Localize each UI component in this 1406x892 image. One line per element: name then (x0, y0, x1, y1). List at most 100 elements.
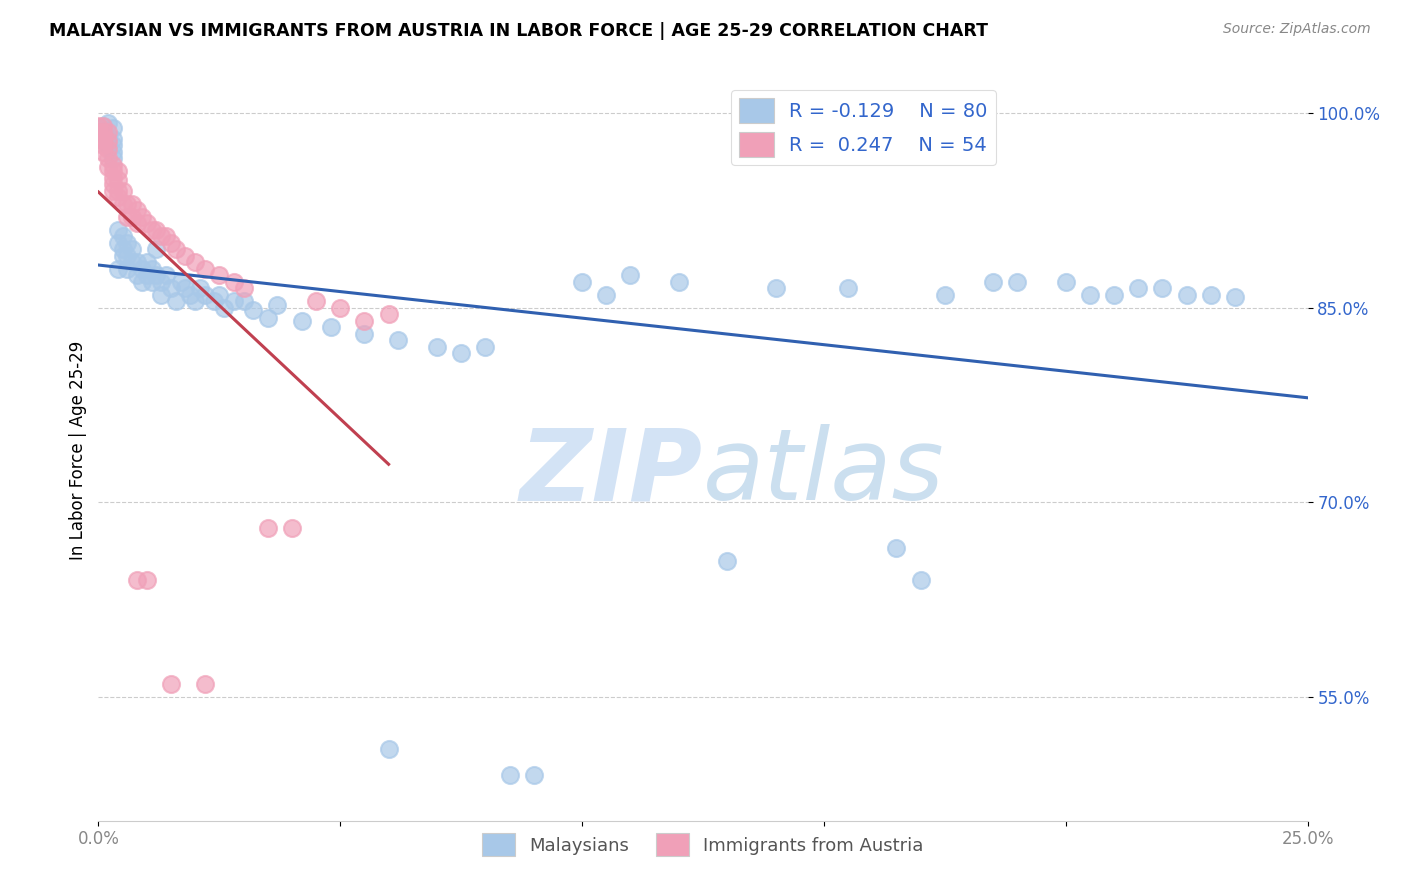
Point (107, 222, 129, 236)
Point (127, 574, 149, 588)
Point (91, 132, 114, 146)
Point (595, 287, 617, 301)
Point (1102, 287, 1125, 301)
Point (117, 210, 139, 224)
Point (97, 142, 120, 156)
Point (131, 261, 153, 276)
Point (135, 216, 157, 230)
Point (208, 287, 231, 301)
Point (160, 677, 183, 691)
Point (256, 521, 278, 535)
Point (91, 145, 114, 159)
Point (101, 158, 124, 172)
Point (101, 121, 124, 136)
Point (194, 677, 217, 691)
Point (111, 184, 134, 198)
Point (377, 307, 399, 321)
Point (426, 340, 449, 354)
Point (107, 184, 129, 198)
Point (305, 294, 328, 309)
Point (571, 275, 593, 289)
Point (174, 249, 197, 263)
Point (91, 125, 114, 139)
Point (97, 132, 120, 146)
Point (117, 196, 139, 211)
Point (97, 161, 120, 175)
Point (101, 177, 124, 191)
Point (184, 294, 207, 309)
Point (523, 768, 546, 782)
Point (150, 287, 173, 301)
Point (232, 281, 254, 295)
Point (101, 138, 124, 153)
Point (222, 275, 245, 289)
Point (150, 229, 173, 244)
Point (111, 242, 134, 256)
Point (101, 184, 124, 198)
Point (107, 261, 129, 276)
Point (668, 275, 690, 289)
Point (474, 340, 496, 354)
Point (212, 301, 235, 315)
Point (117, 249, 139, 263)
Point (97, 138, 120, 153)
Point (169, 275, 191, 289)
Point (1199, 287, 1222, 301)
Point (121, 196, 143, 211)
Point (886, 541, 908, 555)
Point (242, 303, 264, 318)
Text: MALAYSIAN VS IMMIGRANTS FROM AUSTRIA IN LABOR FORCE | AGE 25-29 CORRELATION CHAR: MALAYSIAN VS IMMIGRANTS FROM AUSTRIA IN … (49, 22, 988, 40)
Point (1054, 275, 1077, 289)
Point (117, 235, 139, 250)
Point (204, 294, 226, 309)
Point (387, 333, 409, 347)
Point (135, 268, 157, 282)
Text: atlas: atlas (703, 425, 945, 521)
Point (121, 210, 143, 224)
Point (765, 281, 787, 295)
Point (145, 268, 167, 282)
Point (184, 255, 207, 269)
Point (101, 145, 124, 159)
Point (111, 196, 134, 211)
Point (127, 203, 149, 218)
Point (329, 301, 352, 315)
Point (837, 281, 859, 295)
Point (101, 164, 124, 178)
Point (87, 119, 110, 133)
Point (107, 235, 129, 250)
Point (1152, 281, 1174, 295)
Point (135, 255, 157, 269)
Point (87, 132, 110, 146)
Point (131, 275, 153, 289)
Point (281, 521, 304, 535)
Point (127, 216, 149, 230)
Point (97, 125, 120, 139)
Point (131, 210, 153, 224)
Point (377, 742, 399, 756)
Point (145, 222, 167, 236)
Point (97, 151, 120, 165)
Point (290, 313, 312, 327)
Point (111, 229, 134, 244)
Point (121, 242, 143, 256)
Point (91, 125, 114, 139)
Point (165, 242, 187, 256)
Point (934, 287, 956, 301)
Text: ZIP: ZIP (520, 425, 703, 521)
Point (174, 281, 197, 295)
Point (127, 255, 149, 269)
Point (1175, 287, 1198, 301)
Point (91, 119, 114, 133)
Point (165, 294, 187, 309)
Point (150, 275, 173, 289)
Point (91, 119, 114, 133)
Point (135, 574, 157, 588)
Point (194, 287, 217, 301)
Point (117, 261, 139, 276)
Point (155, 268, 177, 282)
Point (498, 768, 520, 782)
Point (141, 275, 163, 289)
Point (194, 261, 217, 276)
Point (619, 268, 641, 282)
